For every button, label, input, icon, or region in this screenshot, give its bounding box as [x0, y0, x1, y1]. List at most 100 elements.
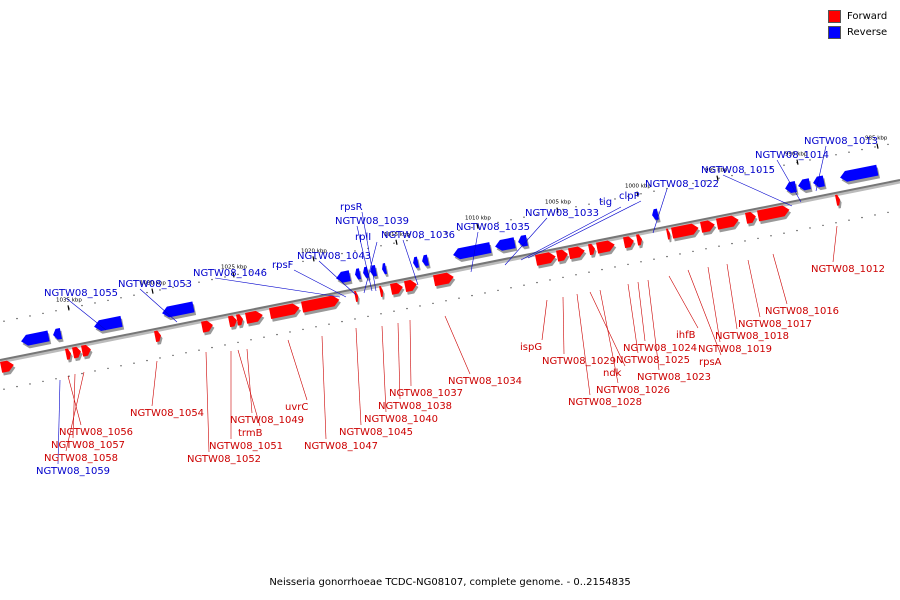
leader-line: [409, 319, 412, 387]
forward-gene-label: rpsA: [699, 357, 722, 368]
legend-item-forward: Forward: [828, 8, 892, 24]
forward-gene-label: NGTW08_1045: [339, 427, 413, 438]
leader-line: [402, 239, 419, 286]
forward-gene-arrow: [245, 310, 265, 327]
tick-mark: [476, 223, 479, 229]
leader-line: [65, 297, 107, 331]
legend: Forward Reverse: [828, 8, 892, 40]
tick-label: 990 kbp: [785, 152, 808, 158]
forward-gene-arrow: [201, 320, 215, 336]
reverse-gene-arrow: [53, 328, 64, 343]
reverse-gene-arrow: [453, 242, 493, 262]
forward-gene-label: NGTW08_1012: [811, 264, 885, 275]
forward-gene-arrow: [301, 295, 341, 316]
forward-gene-label: ndk: [603, 368, 622, 379]
tick-mark: [716, 175, 719, 181]
forward-gene-label: NGTW08_1057: [51, 440, 125, 451]
reverse-gene-label: clpP: [619, 191, 640, 202]
reverse-gene-label: NGTW08_1053: [118, 279, 192, 290]
leader-line: [205, 351, 210, 453]
reverse-gene-arrow: [21, 330, 52, 349]
tick-mark: [151, 288, 154, 294]
forward-gene-arrow: [0, 360, 16, 376]
reverse-gene-label: NGTW08_1046: [193, 268, 267, 279]
reverse-gene-arrow: [336, 270, 353, 286]
leader-line: [776, 159, 802, 203]
forward-swatch: [828, 9, 841, 23]
forward-gene-arrow: [379, 285, 385, 300]
forward-gene-arrow: [228, 315, 239, 330]
leader-line: [562, 296, 565, 355]
forward-gene-arrow: [588, 243, 597, 258]
forward-gene-label: NGTW08_1018: [715, 331, 789, 342]
reverse-gene-arrow: [840, 164, 880, 185]
forward-gene-label: NGTW08_1049: [230, 415, 304, 426]
genome-backbone: [0, 179, 900, 361]
leader-line: [687, 269, 722, 356]
leader-line: [599, 289, 619, 384]
forward-gene-arrow: [745, 211, 758, 227]
tick-mark: [556, 207, 559, 213]
reverse-gene-label: NGTW08_1036: [381, 230, 455, 241]
forward-gene-label: NGTW08_1034: [448, 376, 522, 387]
forward-gene-label: trmB: [238, 428, 263, 439]
leader-line: [356, 225, 373, 292]
forward-gene-label: NGTW08_1025: [616, 355, 690, 366]
reverse-gene-label: rplI: [355, 232, 371, 243]
tick-mark: [312, 256, 315, 262]
forward-gene-arrow: [757, 205, 792, 225]
forward-gene-arrow: [623, 236, 636, 251]
forward-gene-label: NGTW08_1038: [378, 401, 452, 412]
forward-gene-label: NGTW08_1028: [568, 397, 642, 408]
forward-gene-label: uvrC: [285, 402, 308, 413]
forward-gene-arrow: [72, 346, 83, 362]
leader-line: [361, 211, 377, 292]
leader-line: [381, 325, 387, 413]
leader-line: [151, 360, 158, 407]
reverse-gene-arrow: [813, 175, 827, 191]
leader-line: [637, 281, 646, 342]
forward-gene-arrow: [81, 344, 93, 360]
leader-line: [722, 174, 793, 207]
tick-label: 1025 kbp: [221, 264, 247, 270]
reverse-gene-arrow: [785, 181, 799, 196]
tick-label: 985 kbp: [865, 136, 888, 142]
forward-gene-label: NGTW08_1051: [209, 441, 283, 452]
lower-track-dots: [3, 211, 889, 390]
forward-gene-label: NGTW08_1029: [542, 356, 616, 367]
leader-line: [57, 379, 61, 465]
leader-line: [444, 315, 471, 375]
tick-label: 1010 kbp: [465, 216, 491, 222]
reverse-gene-arrow: [355, 268, 363, 283]
reverse-gene-label: NGTW08_1059: [36, 466, 110, 477]
reverse-gene-label: NGTW08_1055: [44, 288, 118, 299]
forward-gene-arrow: [596, 240, 617, 257]
tick-mark: [876, 143, 879, 149]
reverse-gene-label: NGTW08_1013: [804, 136, 878, 147]
forward-gene-label: NGTW08_1058: [44, 453, 118, 464]
leader-line: [576, 293, 591, 396]
forward-gene-label: NGTW08_1040: [364, 414, 438, 425]
leader-line: [214, 277, 341, 298]
tick-mark: [636, 191, 639, 197]
forward-gene-arrow: [390, 282, 405, 298]
forward-gene-arrow: [716, 215, 741, 233]
forward-gene-label: NGTW08_1016: [765, 306, 839, 317]
forward-gene-label: NGTW08_1017: [738, 319, 812, 330]
legend-label-reverse: Reverse: [847, 26, 888, 38]
reverse-gene-label: tig: [599, 197, 612, 208]
reverse-gene-arrow: [382, 263, 389, 277]
forward-gene-arrow: [236, 314, 245, 329]
leader-line: [470, 231, 479, 273]
reverse-gene-arrow: [518, 234, 530, 250]
forward-gene-arrow: [269, 303, 302, 322]
leader-line: [504, 217, 548, 266]
leader-line: [707, 266, 721, 343]
reverse-gene-arrow: [162, 301, 197, 321]
reverse-gene-label: NGTW08_1022: [645, 179, 719, 190]
tick-mark: [232, 272, 235, 278]
leader-line: [321, 335, 327, 440]
leader-line: [67, 375, 82, 426]
tick-label: 1020 kbp: [301, 248, 327, 254]
